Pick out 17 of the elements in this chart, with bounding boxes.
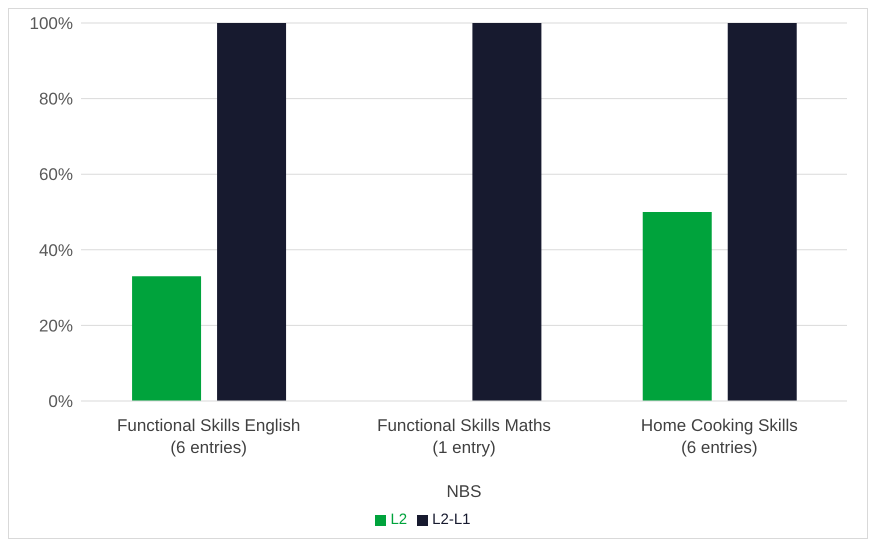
y-tick-label: 40%: [38, 240, 73, 260]
y-tick-label: 0%: [48, 392, 73, 412]
x-axis-title: NBS: [446, 482, 482, 501]
bar: [132, 276, 202, 401]
y-tick-label: 100%: [30, 14, 73, 34]
y-tick-label: 60%: [38, 165, 73, 184]
legend-label: L2-L1: [432, 511, 471, 528]
legend-label: L2: [390, 511, 408, 528]
y-tick-label: 80%: [38, 90, 73, 109]
bar: [642, 212, 712, 401]
bar: [472, 23, 542, 401]
x-tick-label: Home Cooking Skills (6 entries): [640, 416, 798, 457]
x-tick-label: Functional Skills English (6 entries): [117, 416, 300, 457]
x-tick-label: Functional Skills Maths (1 entry): [377, 416, 551, 457]
bar: [217, 23, 286, 401]
y-tick-label: 20%: [38, 316, 73, 336]
bar: [728, 23, 797, 401]
